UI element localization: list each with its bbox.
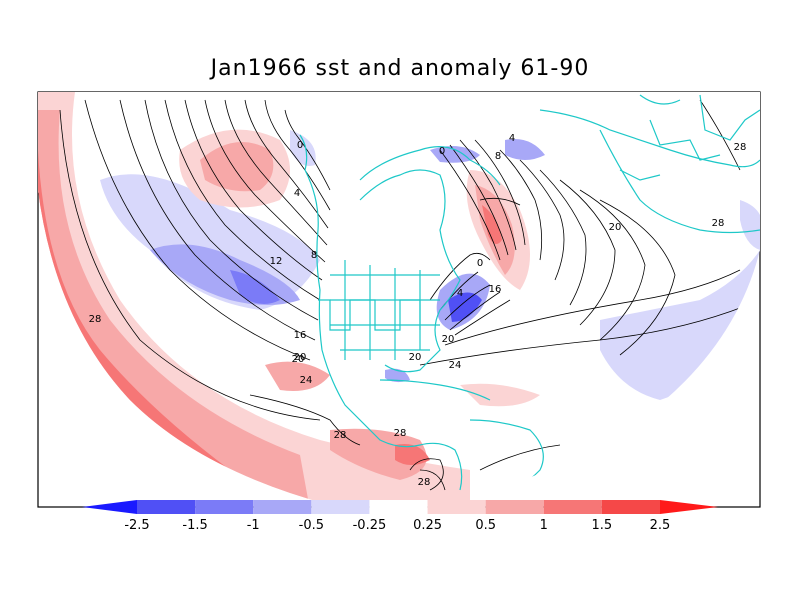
contour-label: 0 (477, 258, 483, 269)
colorbar-label: 0.5 (475, 518, 496, 533)
contour-label: 28 (734, 142, 747, 153)
colorbar-label: 0.25 (413, 518, 442, 533)
colorbar-swatch (311, 500, 370, 514)
contour-label: 28 (334, 430, 347, 441)
colorbar-swatch (601, 500, 660, 514)
contour-label: 20 (409, 352, 422, 363)
map-domain (38, 92, 760, 505)
colorbar-label: -1.5 (182, 518, 207, 533)
colorbar-arrow-left (82, 500, 137, 514)
contour-label: 12 (270, 256, 283, 267)
contour-label: 28 (89, 314, 102, 325)
contour-label: 24 (449, 360, 462, 371)
contour-label: 4 (457, 288, 463, 299)
contour-label: 20 (292, 354, 305, 365)
colorbar-label: 2.5 (650, 518, 671, 533)
colorbar-swatch (543, 500, 602, 514)
contour-label: 16 (489, 284, 502, 295)
colorbar: -2.5 -1.5 -1 -0.5 -0.25 0.25 0.5 1 1.5 2.5 (82, 500, 718, 533)
colorbar-swatch (137, 500, 196, 514)
contour-label: 16 (294, 330, 307, 341)
colorbar-arrow-right (660, 500, 718, 514)
colorbar-label: -0.25 (353, 518, 387, 533)
colorbar-swatch (195, 500, 254, 514)
map-title: Jan1966 sst and anomaly 61-90 (210, 56, 590, 81)
contour-label: 24 (300, 375, 313, 386)
contour-label: 20 (294, 352, 307, 363)
contour-label: 20 (442, 334, 455, 345)
colorbar-label: 1 (540, 518, 548, 533)
contour-label: 4 (509, 133, 515, 144)
contour-label: 8 (495, 151, 501, 162)
coastlines (299, 94, 760, 501)
colorbar-label: -1 (247, 518, 260, 533)
contour-label: 8 (311, 250, 317, 261)
contour-label: 0 (439, 146, 445, 157)
colorbar-label: 1.5 (592, 518, 613, 533)
colorbar-swatch (253, 500, 312, 514)
colorbar-swatch (427, 500, 486, 514)
contour-label: 28 (712, 218, 725, 229)
contour-label: 4 (294, 188, 300, 199)
colorbar-label: -0.5 (299, 518, 324, 533)
contour-label: 28 (394, 428, 407, 439)
contour-label: 28 (418, 477, 431, 488)
colorbar-label: -2.5 (124, 518, 149, 533)
contour-label: 0 (297, 140, 303, 151)
contour-labels: 0481216202428282828048041620202420282820 (89, 133, 747, 488)
colorbar-swatch (369, 500, 428, 514)
contour-label: 20 (609, 222, 622, 233)
colorbar-swatch (485, 500, 544, 514)
